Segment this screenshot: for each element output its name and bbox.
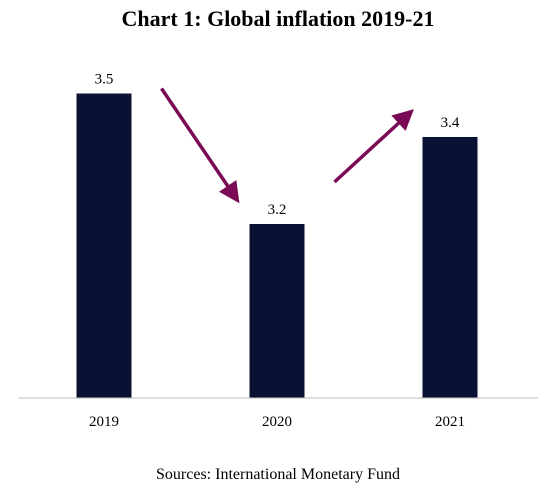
trend-arrow-down xyxy=(160,87,240,204)
data-label-2021: 3.4 xyxy=(441,115,460,131)
bar-2020 xyxy=(249,224,305,398)
bar-2019 xyxy=(76,93,132,398)
chart-title: Chart 1: Global inflation 2019-21 xyxy=(121,6,435,31)
chart-source: Sources: International Monetary Fund xyxy=(156,466,400,483)
trend-arrow-up xyxy=(333,109,414,184)
x-tick-2019: 2019 xyxy=(89,414,119,430)
data-label-2019: 3.5 xyxy=(95,72,114,88)
bar-2021 xyxy=(422,137,478,398)
x-tick-2020: 2020 xyxy=(262,414,292,430)
x-tick-2021: 2021 xyxy=(435,414,465,430)
data-label-2020: 3.2 xyxy=(268,202,287,218)
